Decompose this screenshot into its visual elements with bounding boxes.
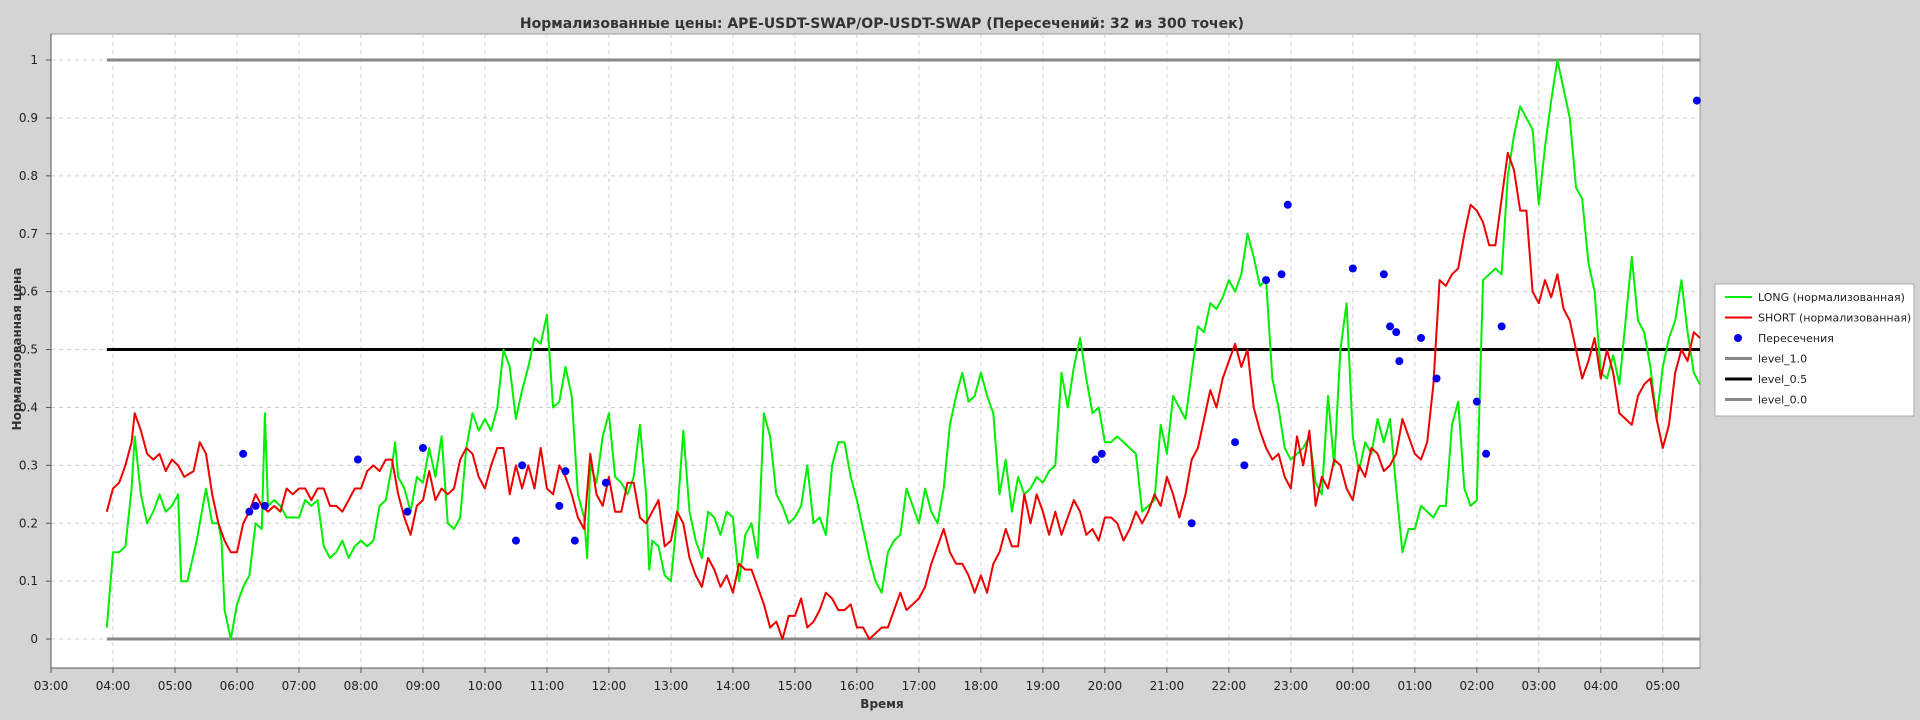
crossing-marker — [1283, 200, 1292, 209]
x-tick-label: 12:00 — [592, 679, 627, 693]
crossing-marker — [1472, 397, 1481, 406]
x-tick-label: 03:00 — [1522, 679, 1557, 693]
y-tick-label: 0 — [30, 632, 38, 646]
crossing-marker — [570, 536, 579, 545]
crossing-marker — [1348, 264, 1357, 273]
crossing-marker — [1262, 276, 1271, 285]
x-tick-label: 01:00 — [1398, 679, 1433, 693]
crossing-marker — [245, 507, 254, 516]
legend-item-0-label: LONG (нормализованная) — [1758, 291, 1905, 304]
x-axis-label: Время — [860, 697, 903, 711]
crossing-marker — [251, 501, 260, 510]
x-tick-label: 23:00 — [1274, 679, 1309, 693]
chart-title: Нормализованные цены: APE-USDT-SWAP/OP-U… — [520, 16, 1244, 32]
crossing-marker — [561, 467, 570, 476]
crossing-marker — [1097, 449, 1106, 458]
crossing-marker — [518, 461, 527, 470]
x-tick-label: 09:00 — [406, 679, 441, 693]
legend-item-3-label: level_1.0 — [1758, 353, 1807, 366]
crossing-marker — [260, 501, 269, 510]
x-tick-label: 03:00 — [34, 679, 69, 693]
y-tick-label: 0.4 — [19, 400, 38, 414]
y-tick-label: 0.5 — [19, 343, 38, 357]
crossing-marker — [1417, 333, 1426, 342]
y-tick-label: 0.1 — [19, 574, 38, 588]
legend-item-5-label: level_0.0 — [1758, 394, 1807, 407]
series-short-line — [105, 151, 1701, 641]
x-tick-label: 05:00 — [158, 679, 193, 693]
y-tick-label: 0.2 — [19, 516, 38, 530]
legend-box — [1714, 283, 1915, 417]
x-tick-label: 14:00 — [716, 679, 751, 693]
legend-item-1-label: SHORT (нормализованная) — [1758, 312, 1911, 325]
legend-item-4-label: level_0.5 — [1758, 373, 1807, 386]
y-tick-label: 0.8 — [19, 169, 38, 183]
y-axis-label: Нормализованная цена — [10, 268, 24, 431]
x-tick-label: 22:00 — [1212, 679, 1247, 693]
crossing-marker — [511, 536, 520, 545]
crossing-marker — [1277, 270, 1286, 279]
crossing-marker — [1497, 322, 1506, 331]
legend-item-2-label: Пересечения — [1758, 332, 1834, 345]
x-tick-label: 00:00 — [1336, 679, 1371, 693]
x-tick-label: 08:00 — [344, 679, 379, 693]
x-tick-label: 11:00 — [530, 679, 565, 693]
x-tick-label: 05:00 — [1646, 679, 1681, 693]
y-tick-label: 0.7 — [19, 227, 38, 241]
x-tick-label: 13:00 — [654, 679, 689, 693]
crossing-marker — [1432, 374, 1441, 383]
legend: LONG (нормализованная) SHORT (нормализова… — [1714, 283, 1915, 417]
x-tick-label: 19:00 — [1026, 679, 1061, 693]
x-tick-label: 06:00 — [220, 679, 255, 693]
x-tick-label: 21:00 — [1150, 679, 1185, 693]
series-layer — [105, 58, 1701, 641]
crossing-marker — [1482, 449, 1491, 458]
x-tick-label: 04:00 — [1584, 679, 1619, 693]
x-tick-label: 15:00 — [778, 679, 813, 693]
crossing-marker — [1392, 328, 1401, 337]
crossing-marker — [1379, 270, 1388, 279]
crossing-marker — [1091, 455, 1100, 464]
crossing-marker — [239, 449, 248, 458]
x-tick-label: 02:00 — [1460, 679, 1495, 693]
x-tick-label: 17:00 — [902, 679, 937, 693]
crossing-marker — [1231, 438, 1240, 447]
y-tick-label: 1 — [30, 53, 38, 67]
crossing-marker — [1187, 519, 1196, 528]
x-tick-label: 20:00 — [1088, 679, 1123, 693]
x-tick-label: 04:00 — [96, 679, 131, 693]
crossing-marker — [1386, 322, 1395, 331]
y-tick-label: 0.9 — [19, 111, 38, 125]
crossing-marker — [353, 455, 362, 464]
legend-item-2-swatch — [1734, 334, 1742, 342]
crossing-marker — [555, 501, 564, 510]
axes: 0 0.1 0.2 0.3 0.4 0.5 0.6 0.7 0.8 0.9 1 03:00 04:00 0… — [19, 34, 1700, 693]
x-tick-label: 07:00 — [282, 679, 317, 693]
x-tick-label: 16:00 — [840, 679, 875, 693]
crossing-marker — [1395, 357, 1404, 366]
x-tick-label: 10:00 — [468, 679, 503, 693]
crossing-marker — [403, 507, 412, 516]
y-tick-label: 0.6 — [19, 285, 38, 299]
x-tick-label: 18:00 — [964, 679, 999, 693]
crossing-marker — [418, 443, 427, 452]
y-tick-label: 0.3 — [19, 458, 38, 472]
crossing-marker — [1692, 96, 1701, 105]
series-long-line — [105, 59, 1701, 641]
crossing-marker — [1240, 461, 1249, 470]
crossing-marker — [601, 478, 610, 487]
